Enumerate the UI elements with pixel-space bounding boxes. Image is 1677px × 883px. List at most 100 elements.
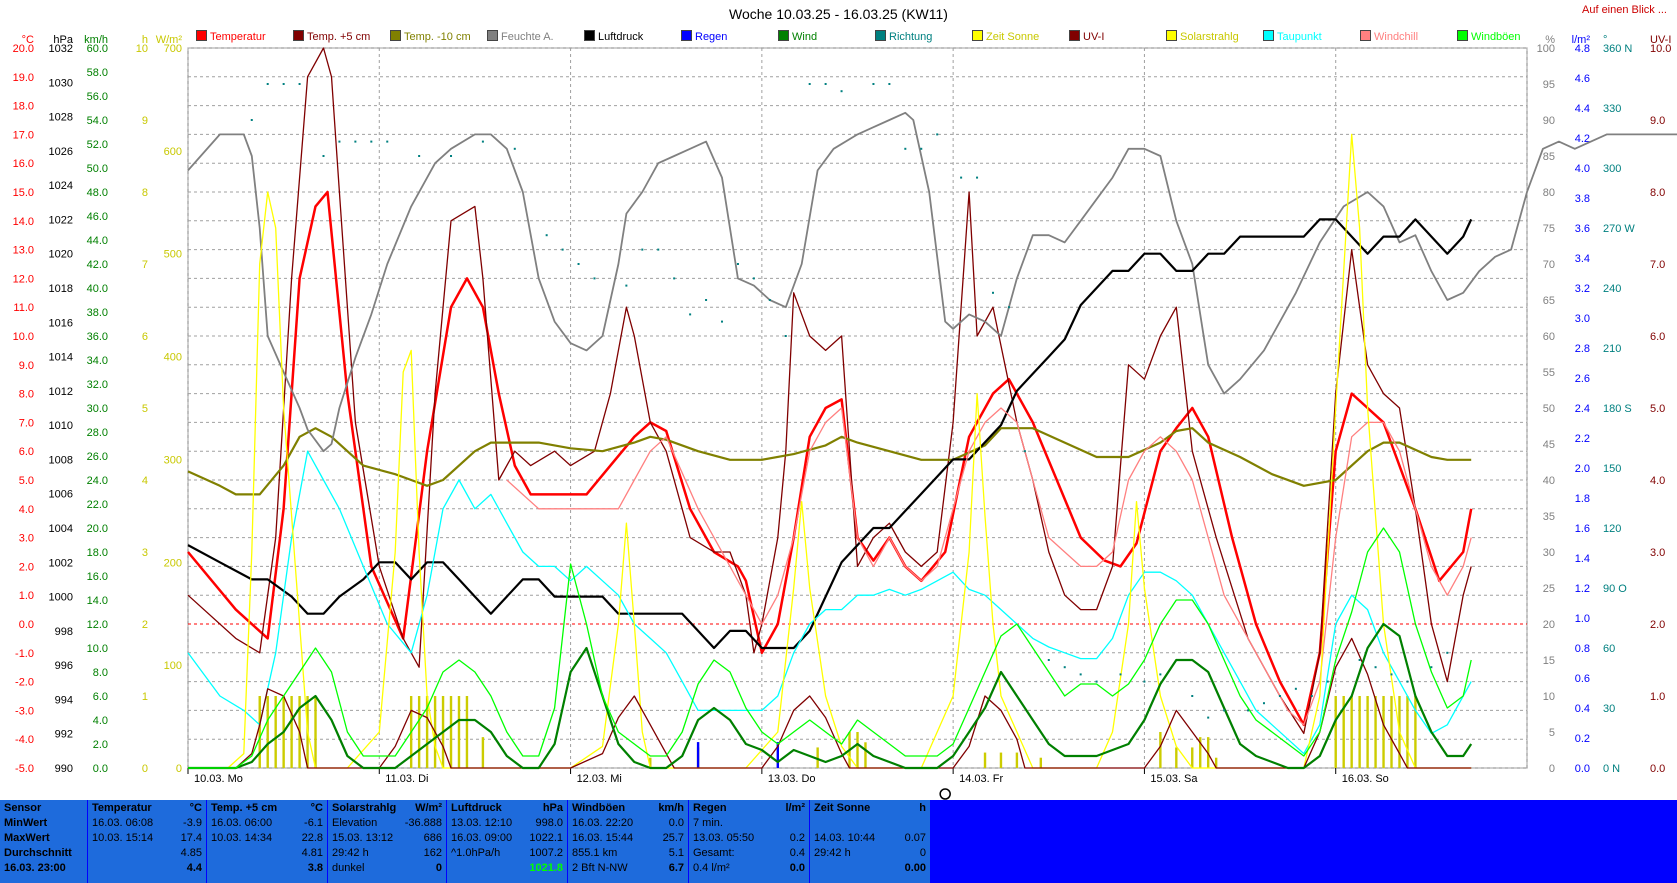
temp-axis-tick: -5.0 [15, 763, 34, 775]
solar-axis-tick: 700 [164, 43, 182, 55]
solar-axis-tick: 500 [164, 249, 182, 261]
legend-item: Temp. -10 cm [390, 30, 471, 43]
humidity-axis-unit: % [1545, 34, 1555, 46]
legend-item: Richtung [875, 30, 932, 43]
wind-axis-tick: 4.0 [93, 715, 108, 727]
pressure-axis-tick: 996 [55, 660, 73, 672]
direction-axis-unit: ° [1603, 34, 1607, 46]
direction-dot [481, 140, 484, 143]
legend-swatch [390, 30, 401, 41]
legend-label: Regen [695, 31, 728, 43]
legend-label: Temp. +5 cm [307, 31, 371, 43]
direction-dot [1326, 680, 1329, 683]
temp-axis-tick: 7.0 [19, 417, 34, 429]
table-column: Windböen km/h 16.03. 22:20 0.0 16.03. 15:44 2… [568, 800, 688, 883]
uv-axis-tick: 10.0 [1650, 43, 1671, 55]
table-row: 4.4 [186, 862, 202, 874]
bar-solarstrahlg [425, 696, 429, 768]
direction-dot [1247, 709, 1250, 712]
legend-label: Wind [792, 31, 818, 43]
wind-axis-tick: 18.0 [87, 547, 108, 559]
day-label: 12.03. Mi [577, 773, 622, 785]
rain-axis-tick: 0.8 [1575, 643, 1590, 655]
series-feuchte-a- [187, 111, 1677, 453]
temp-axis-tick: 10.0 [13, 331, 34, 343]
pressure-axis-unit: hPa [53, 34, 73, 46]
rain-axis-tick: 4.6 [1575, 73, 1590, 85]
direction-dot [1207, 716, 1210, 719]
table-row: 29:42 h 162 [332, 847, 442, 859]
humidity-axis-tick: 35 [1543, 511, 1555, 523]
uv-axis-tick: 9.0 [1650, 115, 1665, 127]
series-temperatur [187, 190, 1473, 727]
table-row: 3.8 [307, 862, 323, 874]
direction-dot [1143, 680, 1146, 683]
rain-axis-tick: 4.8 [1575, 43, 1590, 55]
uv-axis-tick: 4.0 [1650, 475, 1665, 487]
direction-axis-tick: 180 S [1603, 403, 1632, 415]
direction-dot [561, 248, 564, 251]
temp-axis-tick: 12.0 [13, 273, 34, 285]
sun-hours-axis-unit: h [142, 34, 148, 46]
legend-item: Wind [778, 30, 817, 43]
temp-axis-tick: 2.0 [19, 561, 34, 573]
day-label: 16.03. So [1342, 773, 1389, 785]
direction-dot [625, 284, 628, 287]
wind-axis-tick: 38.0 [87, 307, 108, 319]
rain-axis-tick: 1.0 [1575, 613, 1590, 625]
direction-axis-tick: 0 N [1603, 763, 1620, 775]
legend-label: Luftdruck [598, 31, 644, 43]
rain-axis-tick: 4.4 [1575, 103, 1590, 115]
bar-solarstrahlg [1414, 696, 1417, 768]
wind-axis-tick: 58.0 [87, 67, 108, 79]
bar-solarstrahlg [649, 757, 652, 768]
sun-hours-axis-tick: 2 [142, 619, 148, 631]
table-row: dunkel 0 [332, 862, 442, 874]
pressure-axis-tick: 1020 [49, 249, 73, 261]
direction-dot [545, 234, 548, 237]
legend-label: UV-I [1083, 31, 1105, 43]
direction-dot [577, 263, 580, 265]
table-column: Zeit Sonne h 14.03. 10:44 0.07 29:42 h 0 0.00 [810, 800, 930, 883]
pressure-axis-tick: 992 [55, 729, 73, 741]
chart-title: Woche 10.03.25 - 16.03.25 (KW11) [729, 6, 948, 22]
table-header: Zeit Sonne h [814, 802, 926, 814]
humidity-axis-tick: 50 [1543, 403, 1555, 415]
legend-label: Temp. -10 cm [404, 31, 471, 43]
legend-swatch [1457, 30, 1468, 41]
rain-axis-tick: 0.0 [1575, 763, 1590, 775]
day-label: 11.03. Di [385, 773, 428, 785]
plot-frame [187, 47, 1528, 769]
wind-axis-tick: 44.0 [87, 235, 108, 247]
direction-axis-tick: 360 N [1603, 43, 1632, 55]
table-column: Temperatur °C 16.03. 06:08 -3.9 10.03. 15:14… [88, 800, 206, 883]
rain-axis-tick: 3.2 [1575, 283, 1590, 295]
pressure-axis-tick: 1016 [49, 317, 73, 329]
rain-axis-unit: l/m² [1572, 34, 1591, 46]
overview-link[interactable]: Auf einen Blick ... [1582, 4, 1667, 16]
temp-axis-tick: -4.0 [15, 734, 34, 746]
direction-dot [736, 263, 739, 265]
direction-dot [1358, 659, 1361, 661]
humidity-axis-tick: 30 [1543, 547, 1555, 559]
legend-label: Solarstrahlg [1180, 31, 1239, 43]
wind-axis-tick: 22.0 [87, 499, 108, 511]
series-taupunkt [187, 450, 1472, 755]
humidity-axis-tick: 65 [1543, 295, 1555, 307]
rain-axis-tick: 4.2 [1575, 133, 1590, 145]
table-header: Luftdruck hPa [451, 802, 563, 814]
wind-axis-tick: 60.0 [87, 43, 108, 55]
humidity-axis-tick: 60 [1543, 331, 1555, 343]
bar-regen [776, 742, 779, 768]
direction-dot [920, 147, 923, 150]
direction-dot [991, 291, 994, 294]
direction-dot [1079, 673, 1082, 676]
direction-axis-tick: 270 W [1603, 223, 1635, 235]
legend-swatch [1166, 30, 1177, 41]
wind-axis-tick: 0.0 [93, 763, 108, 775]
legend-label: Windböen [1471, 31, 1521, 43]
direction-dot [1446, 651, 1449, 654]
bar-solarstrahlg [1350, 696, 1353, 768]
direction-dot [298, 83, 301, 85]
table-row: MaxWert [4, 832, 50, 844]
